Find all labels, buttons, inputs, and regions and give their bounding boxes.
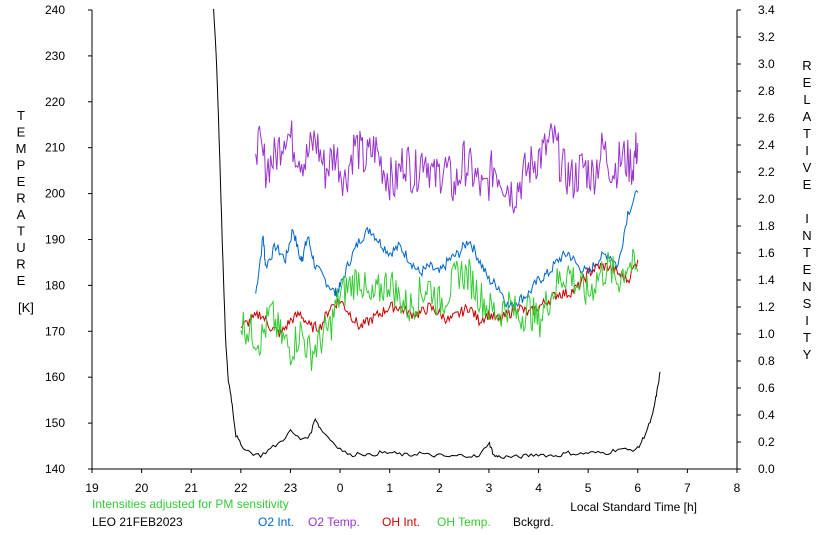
x-tick-label: 3 — [486, 481, 493, 495]
y-right-tick-label: 2.6 — [758, 111, 775, 125]
x-tick-label: 21 — [185, 481, 199, 495]
y-right-tick-label: 3.4 — [758, 3, 775, 17]
right-axis-letter: N — [802, 279, 811, 294]
legend-entry: O2 Int. — [258, 515, 294, 529]
y-right-tick-label: 3.0 — [758, 57, 775, 71]
left-axis-letter: E — [17, 174, 26, 189]
y-left-tick-label: 170 — [45, 324, 65, 338]
right-axis-letter: I — [805, 211, 809, 226]
left-axis-letter: T — [17, 108, 25, 123]
y-left-tick-label: 220 — [45, 95, 65, 109]
y-right-tick-label: 0.4 — [758, 408, 775, 422]
y-left-tick-label: 160 — [45, 370, 65, 384]
y-right-tick-label: 0.8 — [758, 354, 775, 368]
left-axis-letter: T — [17, 224, 25, 239]
series-line-o2-int — [255, 189, 639, 309]
right-axis-letter: A — [803, 109, 812, 124]
x-tick-label: 0 — [337, 481, 344, 495]
y-right-tick-label: 2.4 — [758, 138, 775, 152]
y-left-tick-label: 240 — [45, 3, 65, 17]
x-tick-label: 1 — [386, 481, 393, 495]
left-axis-letter: A — [17, 207, 26, 222]
left-axis-letter: M — [16, 141, 27, 156]
x-tick-label: 6 — [634, 481, 641, 495]
y-left-tick-label: 230 — [45, 49, 65, 63]
y-right-tick-label: 2.8 — [758, 84, 775, 98]
legend-entry: O2 Temp. — [308, 515, 360, 529]
right-axis-letter: Y — [803, 347, 812, 362]
y-right-tick-label: 2.0 — [758, 192, 775, 206]
y-right-tick-label: 3.2 — [758, 30, 775, 44]
y-left-tick-label: 140 — [45, 462, 65, 476]
right-axis-letter: L — [803, 92, 810, 107]
right-axis-letter: R — [802, 58, 811, 73]
station-date: LEO 21FEB2023 — [92, 515, 183, 529]
x-tick-label: 8 — [734, 481, 741, 495]
y-right-tick-label: 1.2 — [758, 300, 775, 314]
legend-entry: OH Temp. — [437, 515, 491, 529]
x-tick-label: 23 — [284, 481, 298, 495]
x-tick-label: 19 — [85, 481, 99, 495]
left-axis-letter: E — [17, 125, 26, 140]
left-axis-unit: [K] — [18, 300, 34, 315]
x-tick-label: 4 — [535, 481, 542, 495]
y-right-tick-label: 1.4 — [758, 273, 775, 287]
y-left-tick-label: 210 — [45, 141, 65, 155]
y-right-tick-label: 0.0 — [758, 462, 775, 476]
sensitivity-note: Intensities adjusted for PM sensitivity — [92, 497, 289, 511]
right-axis-letter: N — [802, 228, 811, 243]
right-axis-letter: I — [805, 143, 809, 158]
right-axis-letter: T — [803, 330, 811, 345]
y-right-tick-label: 2.2 — [758, 165, 775, 179]
x-tick-label: 20 — [135, 481, 149, 495]
x-tick-label: 22 — [234, 481, 248, 495]
series-layer — [213, 8, 661, 459]
x-tick-label: 2 — [436, 481, 443, 495]
left-axis-letter: E — [17, 273, 26, 288]
legend: O2 Int. O2 Temp. OH Int. OH Temp. Bckgrd. — [258, 515, 554, 529]
left-axis-letter: U — [16, 240, 25, 255]
legend-entry: OH Int. — [382, 515, 420, 529]
right-axis-letter: E — [803, 177, 812, 192]
y-right-tick-label: 1.6 — [758, 246, 775, 260]
right-axis-letter: T — [803, 126, 811, 141]
left-axis-letter: R — [16, 257, 25, 272]
series-line-bckgrd — [213, 8, 661, 459]
right-axis-letter: I — [805, 313, 809, 328]
right-axis-letter: T — [803, 245, 811, 260]
left-axis-letter: P — [17, 158, 26, 173]
right-axis-letter: S — [803, 296, 812, 311]
left-axis-letter: R — [16, 191, 25, 206]
axes: 1401501601701801902002102202302400.00.20… — [45, 3, 775, 495]
series-line-oh-int — [240, 259, 639, 338]
series-line-o2-temp — [255, 120, 639, 214]
x-tick-label: 7 — [684, 481, 691, 495]
y-right-tick-label: 0.6 — [758, 381, 775, 395]
right-axis-letter: V — [803, 160, 812, 175]
y-left-tick-label: 180 — [45, 278, 65, 292]
y-right-tick-label: 1.8 — [758, 219, 775, 233]
y-right-tick-label: 1.0 — [758, 327, 775, 341]
right-axis-letter: E — [803, 75, 812, 90]
right-axis-letter: E — [803, 262, 812, 277]
x-tick-label: 5 — [585, 481, 592, 495]
legend-entry: Bckgrd. — [513, 515, 554, 529]
x-axis-label: Local Standard Time [h] — [570, 500, 697, 514]
y-left-tick-label: 200 — [45, 187, 65, 201]
series-line-oh-temp — [240, 248, 639, 371]
y-right-tick-label: 0.2 — [758, 435, 775, 449]
y-left-tick-label: 150 — [45, 416, 65, 430]
y-left-tick-label: 190 — [45, 233, 65, 247]
